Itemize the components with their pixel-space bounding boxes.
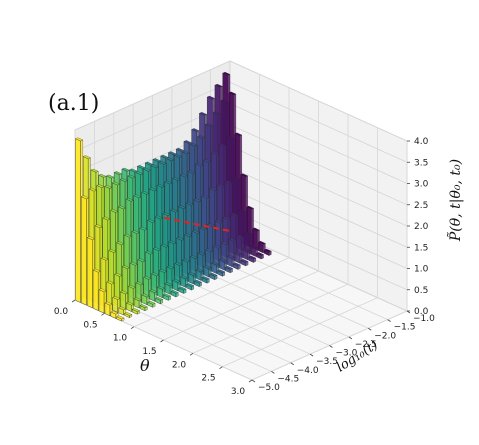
histogram-bar [234,251,243,264]
y-tick-label: −4.5 [277,374,299,384]
x-tick-mark [248,379,253,383]
histogram-bar [110,310,119,319]
z-tick-label: 0.5 [414,286,428,296]
z-tick-label: 0.0 [414,307,429,317]
x-tick-mark [101,313,105,316]
y-tick-mark [329,345,333,348]
y-tick-mark [348,336,353,340]
histogram-bar [201,276,210,284]
x-tick-mark [160,339,164,343]
x-tick-label: 1.5 [142,347,156,357]
histogram-bar [125,301,135,312]
x-tick-label: 0.5 [83,320,97,330]
y-tick-mark [368,327,372,331]
histogram-bar [240,259,249,267]
x-tick-label: 0.0 [54,307,69,317]
y-tick-label: −1.0 [413,314,435,324]
histogram-bar [193,279,202,287]
z-axis-label: P̃(θ, t|θ₀, t₀) [446,159,464,242]
histogram-bar [195,268,204,281]
histogram-bar [209,272,218,281]
histogram-bar [232,262,241,270]
y-tick-label: −3.0 [336,349,358,359]
x-tick-mark [219,366,223,369]
z-tick-label: 1.5 [414,243,428,253]
histogram-bar [124,312,133,319]
histogram-bar [217,269,226,277]
dashed-line [163,216,231,232]
y-tick-label: −4.0 [297,366,319,376]
panel-label: (a.1) [48,91,99,116]
histogram-bar [213,244,222,268]
y-tick-label: −1.5 [394,323,416,333]
histogram-bar [218,258,228,271]
y-tick-label: −3.5 [316,357,338,367]
histogram-bar [220,241,229,265]
x-tick-label: 3.0 [231,387,246,397]
z-tick-label: 1.0 [414,265,429,275]
z-tick-label: 3.5 [414,158,428,168]
y-tick-label: −2.5 [355,340,377,350]
y-tick-mark [271,371,275,374]
histogram-bar [257,240,266,254]
histogram-bar [242,247,251,261]
bars-layer [75,71,272,322]
x-tick-label: 2.5 [201,374,215,384]
histogram-bar [170,290,179,298]
x-tick-mark [130,326,135,329]
histogram-bar [143,275,152,299]
histogram-bar [164,282,173,295]
histogram-bar [178,286,187,294]
histogram-bar [155,297,164,305]
y-tick-label: −2.0 [374,331,396,341]
histogram-bar [224,265,233,274]
x-tick-mark [71,299,76,303]
y-tick-mark [309,353,314,357]
histogram-bar [162,293,171,301]
z-tick-label: 4.0 [414,137,429,147]
histogram-bar [226,254,235,268]
y-tick-mark [290,362,294,366]
histogram-bar [203,265,212,278]
histogram-bar [131,308,140,315]
x-axis-label: θ [140,356,150,375]
histogram-bar [248,255,257,263]
x-tick-mark [189,353,194,356]
histogram-bar [263,248,272,256]
y-tick-mark [387,319,391,322]
z-gridline [74,60,408,142]
histogram-bar [116,315,125,322]
x-tick-label: 2.0 [172,360,187,370]
x-tick-label: 1.0 [113,334,128,344]
tick-labels: 0.0 0.5 1.0 1.5 2.0 2.5 3.0 −5.0−4.5−4.0−3.5−3.… [54,137,435,397]
y-tick-mark [251,379,256,383]
z-tick-label: 2.5 [414,201,428,211]
histogram-bar [255,252,264,260]
histogram-bar [186,283,195,291]
y-tick-label: −5.0 [258,383,280,393]
histogram-bar [147,300,156,308]
histogram-bar [139,304,148,312]
dashed-line-layer [163,216,231,232]
z-tick-label: 2.0 [414,222,429,232]
z-tick-label: 3.0 [414,180,429,190]
